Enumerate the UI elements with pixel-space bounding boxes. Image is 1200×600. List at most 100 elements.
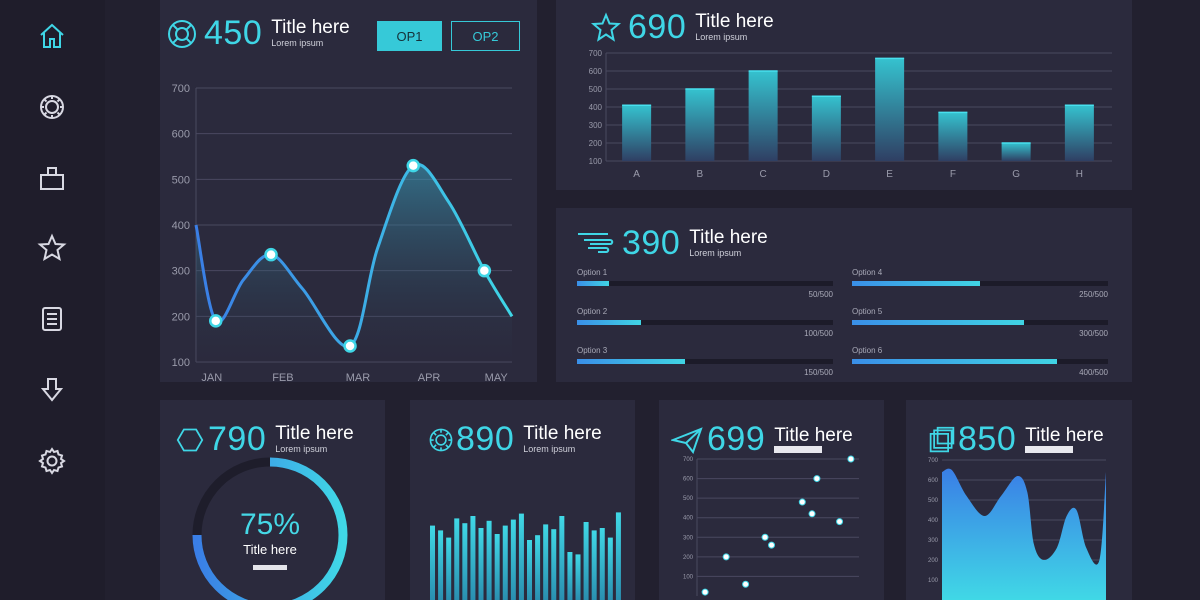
y-tick-label: 300 bbox=[172, 266, 190, 278]
y-tick-label: 500 bbox=[172, 174, 190, 186]
option-progress-track bbox=[852, 281, 1108, 286]
layers-icon bbox=[928, 426, 956, 454]
y-tick-label: 300 bbox=[683, 535, 694, 541]
download-icon[interactable] bbox=[36, 374, 68, 406]
hist-bar bbox=[438, 530, 444, 600]
option-value: 300/500 bbox=[1079, 329, 1108, 338]
x-tick-label: D bbox=[823, 169, 830, 180]
hist-bar bbox=[607, 537, 613, 600]
kpi-value: 790 bbox=[208, 420, 267, 458]
area-chart: 100 200 300 400 500 600 700 bbox=[928, 458, 1106, 600]
y-tick-label: 100 bbox=[172, 357, 190, 369]
option-5: Option 5 300/500 bbox=[852, 307, 1108, 338]
option-progress-fill bbox=[577, 320, 641, 325]
hist-bar bbox=[527, 540, 533, 600]
hist-bar bbox=[446, 537, 452, 600]
hist-bar bbox=[543, 524, 549, 600]
kpi-value: 450 bbox=[204, 14, 263, 52]
y-tick-label: 400 bbox=[928, 518, 939, 524]
subtitle-tag bbox=[774, 446, 823, 453]
gauge-icon bbox=[428, 427, 454, 453]
scatter-chart: 100 200 300 400 500 600 700 bbox=[683, 455, 859, 596]
hist-bar bbox=[535, 535, 541, 600]
scatter-panel: 699 Title here 100 200 300 400 500 600 700 bbox=[659, 400, 884, 600]
panel-title: Title here bbox=[271, 17, 350, 38]
y-tick-label: 700 bbox=[683, 457, 694, 463]
option-label: Option 6 bbox=[852, 346, 883, 355]
wind-icon bbox=[576, 228, 616, 260]
line-area bbox=[196, 164, 512, 362]
bar bbox=[748, 71, 778, 161]
option-progress-track bbox=[852, 359, 1108, 364]
option-progress-track bbox=[852, 320, 1108, 325]
area-panel: 850 Title here 100 200 300 400 500 600 700 bbox=[906, 400, 1132, 600]
bar-chart-panel: 690 Title here Lorem ipsum 100 200 300 400 5… bbox=[556, 0, 1132, 190]
y-tick-label: 500 bbox=[683, 496, 694, 502]
bar bbox=[1064, 105, 1094, 161]
scatter-point bbox=[761, 533, 769, 541]
scatter-point bbox=[768, 541, 776, 549]
y-tick-label: 600 bbox=[589, 67, 603, 76]
donut-chart bbox=[192, 457, 348, 600]
scatter-point bbox=[798, 498, 806, 506]
y-tick-label: 700 bbox=[589, 49, 603, 58]
bar bbox=[875, 58, 905, 161]
kpi-value: 890 bbox=[456, 420, 515, 458]
option-value: 50/500 bbox=[808, 290, 833, 299]
y-tick-label: 200 bbox=[928, 558, 939, 564]
y-tick-label: 400 bbox=[172, 220, 190, 232]
x-tick-label: E bbox=[886, 169, 893, 180]
x-tick-label: H bbox=[1076, 169, 1083, 180]
hist-bar bbox=[430, 525, 436, 600]
bar bbox=[622, 105, 652, 161]
bar bbox=[685, 89, 715, 161]
dashboard-icon[interactable] bbox=[36, 91, 68, 123]
panel-subtitle: Lorem ipsum bbox=[689, 248, 742, 258]
document-icon[interactable] bbox=[36, 303, 68, 335]
hexagon-icon bbox=[176, 426, 204, 454]
y-tick-label: 200 bbox=[683, 555, 694, 561]
op2-button[interactable]: OP2 bbox=[451, 21, 520, 51]
option-progress-fill bbox=[852, 281, 980, 286]
scatter-point bbox=[847, 455, 855, 463]
donut-inner-title: Title here bbox=[243, 542, 297, 557]
y-tick-label: 700 bbox=[928, 458, 939, 464]
option-progress-track bbox=[577, 281, 833, 286]
op1-button[interactable]: OP1 bbox=[377, 21, 442, 51]
option-label: Option 5 bbox=[852, 307, 883, 316]
hist-bar bbox=[518, 513, 524, 600]
option-label: Option 4 bbox=[852, 268, 883, 277]
x-tick-label: G bbox=[1012, 169, 1020, 180]
hist-bar bbox=[575, 554, 581, 600]
lifebuoy-icon bbox=[166, 18, 198, 50]
home-icon[interactable] bbox=[36, 20, 68, 52]
panel-title: Title here bbox=[774, 425, 853, 446]
panel-title: Title here bbox=[695, 11, 774, 32]
x-tick-label: MAY bbox=[485, 372, 509, 382]
option-value: 250/500 bbox=[1079, 290, 1108, 299]
line-chart: 100 200 300 400 500 600 700 JAN FEB MAR APR MAY bbox=[172, 83, 514, 382]
option-progress-fill bbox=[577, 281, 609, 286]
briefcase-icon[interactable] bbox=[36, 162, 68, 194]
panel-title: Title here bbox=[689, 227, 768, 248]
hist-bar bbox=[502, 525, 508, 600]
donut-slice bbox=[192, 457, 348, 600]
area-series bbox=[942, 468, 1106, 600]
star-icon[interactable] bbox=[36, 232, 68, 264]
option-1: Option 1 50/500 bbox=[577, 268, 833, 299]
y-tick-label: 200 bbox=[172, 311, 190, 323]
gear-icon[interactable] bbox=[36, 445, 68, 477]
y-tick-label: 100 bbox=[589, 157, 603, 166]
scatter-point bbox=[808, 510, 816, 518]
scatter-point bbox=[742, 580, 750, 588]
option-value: 150/500 bbox=[804, 368, 833, 377]
option-3: Option 3 150/500 bbox=[577, 346, 833, 377]
y-tick-label: 400 bbox=[683, 516, 694, 522]
scatter-point bbox=[722, 553, 730, 561]
hist-bar bbox=[478, 528, 484, 600]
x-tick-label: C bbox=[760, 169, 767, 180]
hist-bar bbox=[583, 522, 589, 600]
x-tick-label: FEB bbox=[272, 372, 293, 382]
option-label: Option 1 bbox=[577, 268, 608, 277]
donut-inner-tag bbox=[253, 565, 287, 570]
